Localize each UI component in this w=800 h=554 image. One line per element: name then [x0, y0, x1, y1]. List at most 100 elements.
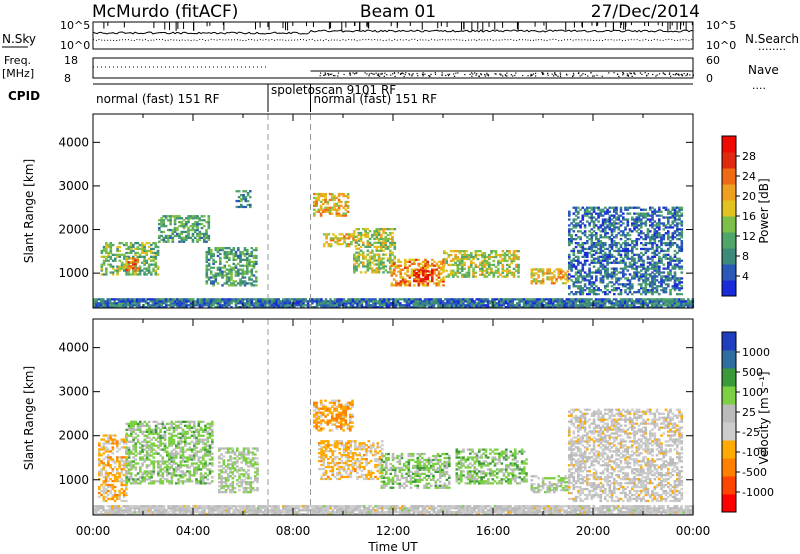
echo-cell: [196, 238, 199, 241]
echo-cell: [610, 281, 614, 284]
echo-cell: [335, 204, 339, 207]
echo-cell: [145, 251, 149, 255]
echo-cell: [221, 270, 224, 273]
echo-cell: [606, 208, 609, 211]
echo-cell: [428, 272, 432, 275]
echo-cell: [635, 206, 639, 209]
echo-cell: [669, 242, 672, 245]
echo-cell: [123, 253, 126, 256]
echo-cell: [200, 219, 204, 222]
echo-cell: [176, 505, 179, 508]
echo-cell: [380, 259, 383, 262]
echo-cell: [152, 259, 155, 262]
echo-cell: [633, 302, 636, 305]
echo-cell: [590, 298, 593, 301]
echo-cell: [644, 293, 648, 296]
echo-cell: [241, 280, 245, 283]
echo-cell: [342, 300, 346, 303]
echo-cell: [353, 259, 356, 262]
echo-cell: [597, 293, 600, 296]
nave-dot: [566, 74, 568, 76]
echo-cell: [322, 304, 326, 307]
echo-cell: [266, 507, 269, 510]
echo-cell: [678, 257, 681, 260]
echo-cell: [581, 242, 585, 245]
echo-cell: [479, 273, 482, 276]
echo-cell: [145, 249, 149, 253]
nave-dot: [475, 74, 477, 76]
echo-cell: [445, 252, 448, 255]
echo-cell: [535, 280, 538, 283]
echo-cell: [574, 206, 578, 209]
echo-cell: [508, 252, 511, 255]
echo-cell: [232, 252, 236, 256]
echo-cell: [116, 273, 119, 276]
echo-cell: [124, 300, 128, 303]
echo-cell: [239, 505, 242, 508]
echo-cell: [467, 257, 471, 261]
echo-cell: [599, 271, 603, 274]
echo-cell: [95, 513, 98, 516]
echo-cell: [198, 304, 202, 307]
echo-cell: [167, 505, 170, 508]
echo-cell: [658, 259, 661, 262]
cpid-segment-label: spoletoscan 9101 RF: [271, 83, 396, 97]
echo-cell: [315, 300, 319, 303]
echo-cell: [345, 306, 348, 309]
echo-cell: [198, 505, 202, 508]
echo-cell: [610, 222, 614, 225]
echo-cell: [592, 234, 596, 237]
echo-cell: [484, 306, 488, 309]
echo-cell: [660, 238, 663, 241]
echo-cell: [626, 257, 630, 260]
echo-cell: [397, 266, 400, 269]
echo-cell: [115, 302, 119, 305]
echo-cell: [601, 218, 605, 221]
echo-cell: [183, 300, 186, 303]
echo-cell: [606, 300, 609, 303]
echo-cell: [615, 234, 618, 237]
echo-cell: [225, 513, 229, 516]
echo-cell: [237, 306, 240, 309]
noise-search-trace: [92, 38, 694, 42]
echo-cell: [189, 298, 193, 301]
echo-cell: [171, 509, 175, 512]
echo-cell: [604, 243, 607, 247]
echo-cell: [354, 300, 357, 303]
echo-cell: [479, 263, 482, 267]
echo-cell: [105, 259, 108, 262]
echo-cell: [174, 505, 177, 508]
echo-cell: [678, 283, 681, 286]
echo-cell: [635, 269, 639, 272]
echo-cell: [302, 306, 305, 309]
echo-cell: [138, 513, 141, 516]
echo-cell: [617, 218, 621, 221]
echo-cell: [635, 243, 639, 247]
echo-cell: [142, 306, 146, 309]
echo-cell: [333, 304, 337, 307]
echo-cell: [498, 298, 501, 301]
echo-cell: [624, 247, 627, 251]
echo-cell: [210, 254, 213, 258]
echo-cell: [382, 261, 385, 264]
echo-cell: [135, 306, 139, 309]
echo-cell: [223, 247, 227, 250]
echo-cell: [344, 194, 348, 198]
echo-cell: [214, 306, 218, 309]
nave-dot: [480, 73, 483, 75]
echo-cell: [563, 304, 566, 307]
echo-cell: [156, 505, 159, 508]
echo-cell: [341, 243, 344, 246]
echo-cell: [131, 507, 134, 510]
echo-cell: [490, 250, 493, 253]
echo-cell: [501, 259, 505, 263]
nave-dot: [541, 72, 543, 74]
echo-cell: [171, 298, 175, 301]
echo-cell: [356, 298, 359, 301]
echo-cell: [447, 263, 451, 267]
echo-cell: [637, 238, 641, 241]
echo-cell: [327, 304, 330, 307]
echo-cell: [377, 259, 381, 262]
echo-cell: [203, 507, 206, 510]
echo-cell: [586, 293, 589, 296]
